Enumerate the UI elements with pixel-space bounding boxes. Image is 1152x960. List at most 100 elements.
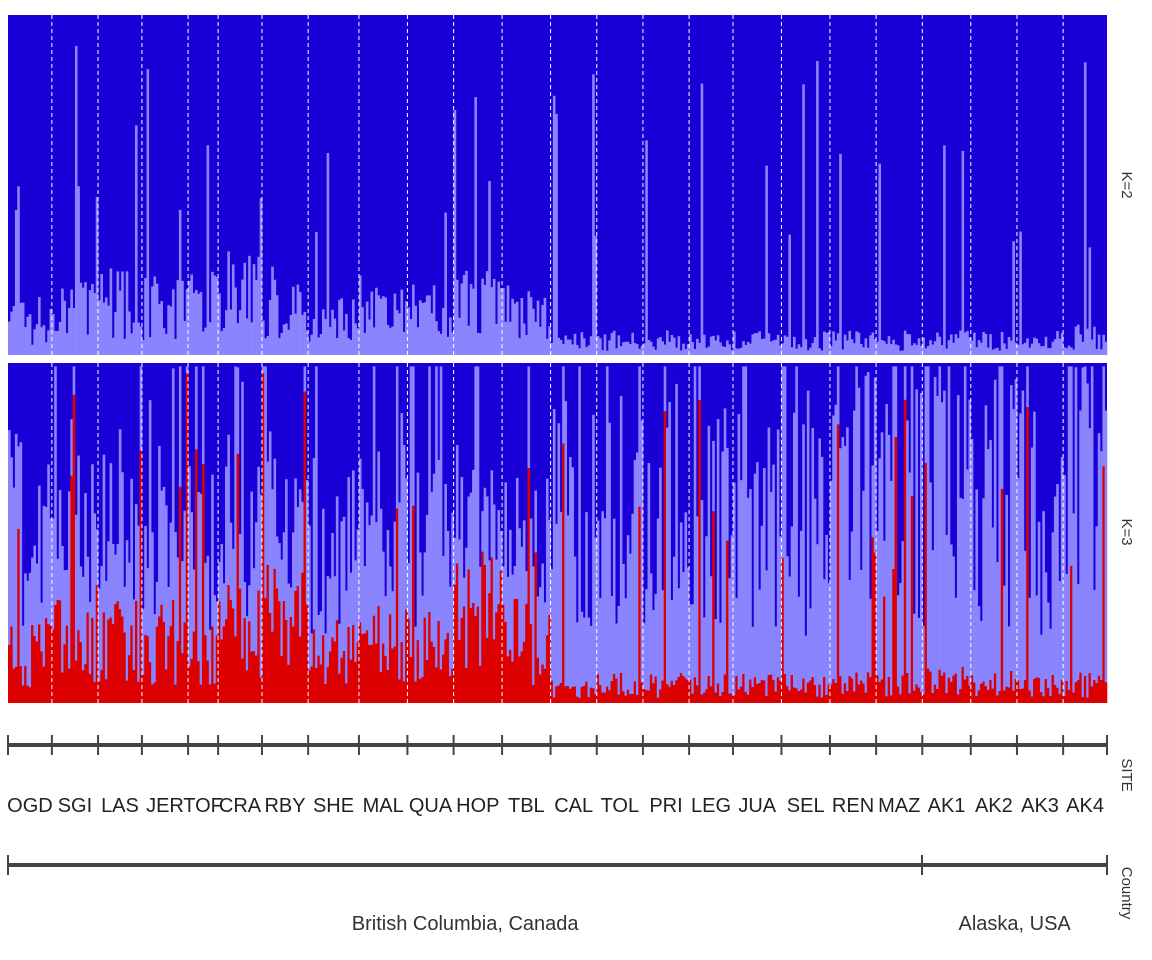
k2-bar xyxy=(587,345,591,355)
k2-bar xyxy=(756,333,759,355)
k3-bar-red xyxy=(973,682,976,703)
k3-bar-light xyxy=(303,366,307,392)
k3-bar-red xyxy=(728,693,731,703)
k2-bar xyxy=(81,287,85,355)
k3-bar-red xyxy=(605,686,609,703)
k3-bar-red xyxy=(649,674,653,703)
k2-bar xyxy=(1095,348,1099,355)
k3-bar-red xyxy=(520,651,524,703)
k3-bar-light xyxy=(169,522,173,627)
k2-bar xyxy=(735,348,738,355)
k2-bar xyxy=(887,336,891,355)
k2-bar xyxy=(250,322,254,355)
k2-bar xyxy=(970,340,974,355)
k2-bar xyxy=(659,337,662,355)
k3-bar-light xyxy=(797,596,801,692)
k3-bar-light xyxy=(368,525,371,645)
k3-bar-light xyxy=(682,572,685,677)
k3-bar-red xyxy=(388,614,392,703)
k3-bar-red xyxy=(171,600,175,703)
k3-bar-red xyxy=(850,678,854,703)
k3-bar-light xyxy=(118,429,122,610)
k3-bar-red xyxy=(663,411,667,703)
k2-bar xyxy=(88,290,92,355)
k2-bar xyxy=(1060,332,1064,355)
k3-bar-light xyxy=(908,472,912,694)
k2-bar xyxy=(640,345,644,355)
k3-bar-red xyxy=(975,696,979,703)
k2-bar xyxy=(977,340,981,355)
site-label: LEG xyxy=(691,795,731,817)
k2-bar xyxy=(975,347,979,355)
k3-bar-light xyxy=(485,496,489,639)
k3-bar-red xyxy=(707,676,711,703)
site-label: AK3 xyxy=(1021,795,1059,817)
k3-bar-light xyxy=(448,586,452,677)
k2-bar xyxy=(430,313,434,355)
k2-bar xyxy=(566,339,570,355)
k3-bar-red xyxy=(10,626,13,703)
k2-bar xyxy=(693,348,697,355)
k3-bar-red xyxy=(608,690,611,703)
k2-bar xyxy=(823,331,826,355)
k3-bar-light xyxy=(555,523,558,687)
k3-bar-red xyxy=(70,475,73,703)
k3-bar-light xyxy=(513,565,517,600)
k2-bar xyxy=(407,307,411,355)
k2-bar xyxy=(100,273,103,355)
k2-bar xyxy=(679,350,683,355)
k2-bar xyxy=(940,345,944,355)
k3-bar-red xyxy=(843,683,847,703)
k3-bar-red xyxy=(885,696,888,703)
k3-bar-red xyxy=(515,598,519,703)
panel-k3 xyxy=(8,363,1108,703)
k3-bar-red xyxy=(968,685,972,703)
k3-bar-light xyxy=(93,513,97,682)
k3-bar-light xyxy=(1005,494,1009,687)
k3-bar-red xyxy=(555,686,558,703)
k3-bar-light xyxy=(666,427,669,685)
k3-bar-red xyxy=(1037,678,1041,703)
k3-bar-light xyxy=(691,604,695,694)
k3-bar-red xyxy=(993,673,997,703)
site-label: CAL xyxy=(554,795,593,817)
k3-bar-red xyxy=(629,693,632,703)
k2-bar xyxy=(467,325,471,355)
k2-bar xyxy=(393,293,397,355)
k3-bar-light xyxy=(739,480,743,687)
k2-bar xyxy=(285,323,288,355)
k3-bar-light xyxy=(195,366,198,450)
k3-bar-red xyxy=(398,679,401,703)
k3-bar-light xyxy=(107,541,110,620)
k3-bar-light xyxy=(774,626,778,692)
k2-bar xyxy=(361,307,364,355)
k3-bar-light xyxy=(520,546,524,652)
k3-bar-light xyxy=(42,505,46,667)
k3-bar-light xyxy=(188,466,191,667)
site-label: TBL xyxy=(508,795,545,817)
k3-bar-red xyxy=(195,449,198,703)
k2-bar xyxy=(564,335,568,355)
k3-bar-red xyxy=(446,632,450,703)
k2-bar xyxy=(767,333,771,355)
k3-bar-red xyxy=(956,694,960,703)
k3-bar-red xyxy=(527,468,531,703)
k2-bar xyxy=(555,113,558,355)
k3-bar-light xyxy=(922,625,925,695)
k3-bar-red xyxy=(645,690,648,703)
k3-bar-red xyxy=(876,675,879,703)
k2-bar xyxy=(534,321,538,355)
k3-bar-red xyxy=(465,668,468,703)
k3-bar-red xyxy=(261,373,265,703)
k3-bar-red xyxy=(1086,697,1089,703)
k2-bar xyxy=(1081,341,1085,355)
k2-bar xyxy=(225,310,228,355)
k2-strip-label: K=2 xyxy=(1118,171,1135,198)
k2-bar xyxy=(751,334,755,355)
k3-bar-light xyxy=(536,596,540,658)
k3-bar-red xyxy=(638,506,641,703)
k3-bar-red xyxy=(476,606,480,703)
k2-bar xyxy=(227,251,230,355)
k3-bar-light xyxy=(656,518,660,698)
